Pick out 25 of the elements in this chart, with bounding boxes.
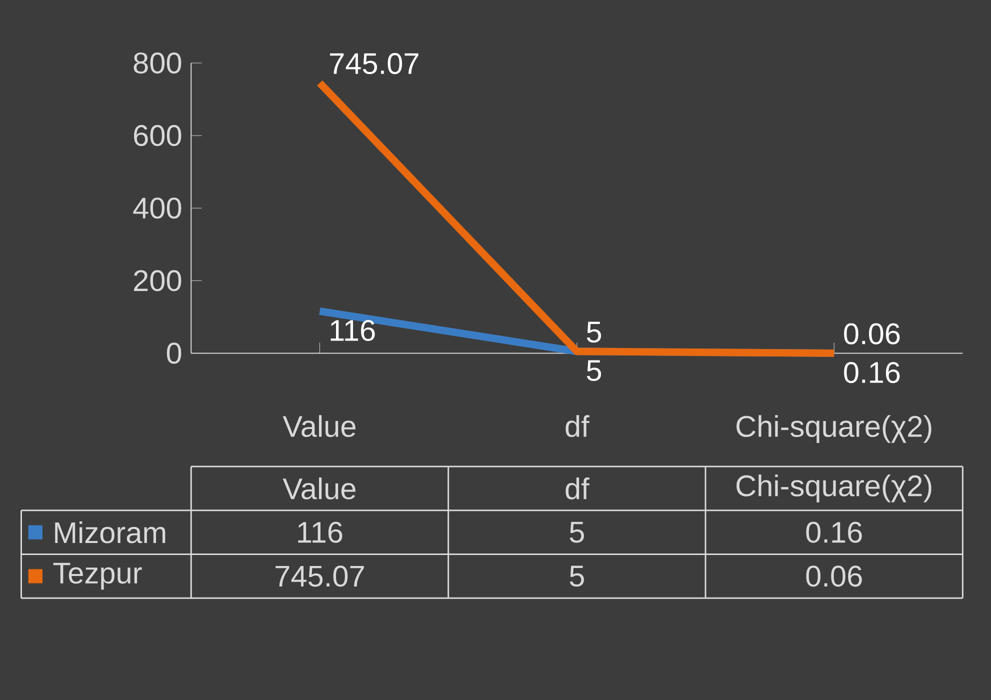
x-tick-label: df — [566, 415, 590, 437]
y-tick-label: 200 — [134, 270, 182, 292]
text: 0.06 — [844, 323, 900, 344]
data-label: 745.07 — [276, 566, 364, 587]
data-label: 5 — [570, 522, 584, 543]
y-tick-label: 600 — [134, 124, 182, 146]
category-label: Chi-square(χ2) — [736, 474, 932, 502]
y-tick-label: 800 — [134, 52, 182, 74]
data-label: 0.06 — [806, 566, 862, 587]
y-tick-label: 400 — [133, 198, 182, 219]
x-tick-label: Chi-square(χ2) — [736, 415, 932, 443]
x-tick-label: Value — [282, 415, 356, 437]
data-label: 0.16 — [806, 522, 862, 543]
text: 116 — [330, 320, 375, 342]
text: 745.07 — [330, 52, 418, 74]
category-label: Value — [282, 477, 356, 500]
legend-label: Mizoram — [55, 521, 166, 544]
data-label: 5 — [570, 566, 584, 587]
text: 0.16 — [844, 362, 900, 384]
y-tick-label: 0 — [166, 342, 182, 364]
text: 5 — [586, 322, 602, 343]
text: 5 — [586, 360, 602, 381]
category-label: df — [566, 477, 590, 500]
legend-label: Tezpur — [53, 562, 142, 590]
data-label: 116 — [298, 522, 342, 543]
